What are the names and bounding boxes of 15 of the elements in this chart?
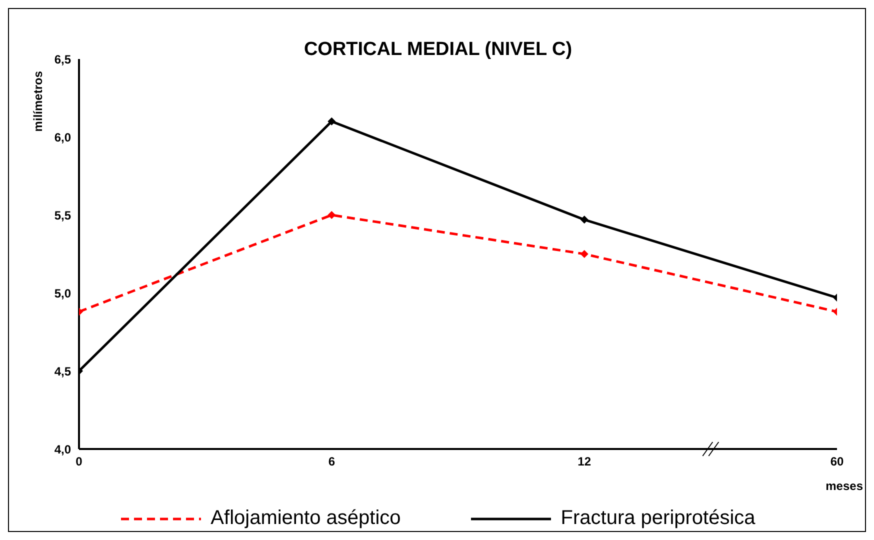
x-tick-label: 6 bbox=[328, 454, 336, 469]
y-tick-label: 5,5 bbox=[54, 208, 72, 222]
y-tick-label: 6,5 bbox=[54, 52, 72, 66]
x-tick-label: 12 bbox=[578, 454, 592, 469]
y-tick-label: 6,0 bbox=[54, 130, 72, 144]
y-tick-label: 5,0 bbox=[54, 286, 72, 300]
x-axis-title: meses bbox=[826, 479, 863, 493]
y-axis-title: milímetros bbox=[31, 71, 45, 132]
legend-label: Aflojamiento aséptico bbox=[210, 507, 401, 530]
y-tick-label: 4,0 bbox=[54, 442, 72, 456]
y-tick-label: 4,5 bbox=[54, 364, 72, 378]
chart-title: CORTICAL MEDIAL (NIVEL C) bbox=[304, 39, 572, 60]
legend-label: Fractura periprotésica bbox=[560, 507, 756, 530]
x-tick-label: 60 bbox=[830, 454, 844, 469]
x-tick-label: 0 bbox=[76, 454, 83, 469]
